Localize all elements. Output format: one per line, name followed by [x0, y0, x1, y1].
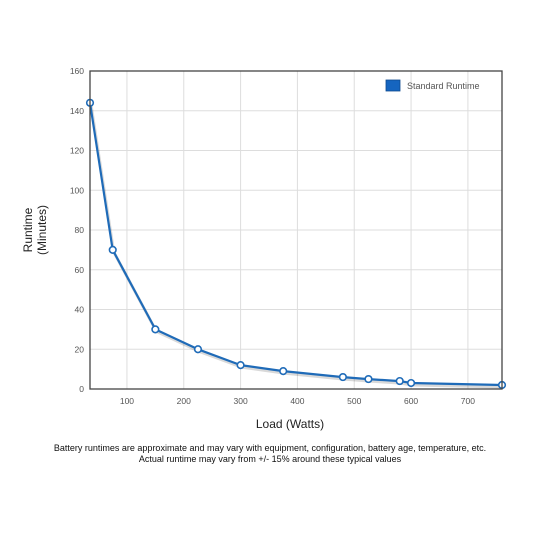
x-tick-label: 200: [177, 396, 191, 406]
y-axis-title: Runtime (Minutes): [21, 205, 49, 255]
data-point: [279, 367, 288, 376]
footnote: Battery runtimes are approximate and may…: [0, 443, 540, 465]
y-tick-label: 160: [70, 66, 84, 76]
data-point: [406, 378, 416, 388]
x-tick-label: 500: [347, 396, 361, 406]
y-tick-label: 60: [75, 265, 85, 275]
y-tick-label: 0: [79, 384, 84, 394]
legend-label: Standard Runtime: [407, 81, 480, 91]
x-axis-ticks: 100 200 300 400 500 600 700: [120, 396, 475, 406]
legend: Standard Runtime: [385, 79, 480, 92]
data-point: [151, 325, 160, 334]
data-point: [193, 345, 203, 354]
y-tick-label: 80: [75, 225, 85, 235]
y-tick-label: 120: [70, 146, 84, 156]
data-point: [236, 361, 245, 370]
x-axis-title: Load (Watts): [256, 417, 324, 431]
plot-frame: [89, 70, 503, 390]
series-layer: [85, 98, 507, 390]
data-point: [108, 245, 117, 254]
y-tick-label: 40: [75, 305, 85, 315]
footnote-line-1: Battery runtimes are approximate and may…: [53, 443, 487, 453]
legend-swatch: [385, 79, 401, 92]
y-tick-label: 100: [70, 185, 84, 195]
x-tick-label: 700: [461, 396, 475, 406]
data-point: [364, 374, 373, 384]
x-tick-label: 600: [404, 396, 418, 406]
runtime-chart: 0 20 40 60 80 100 120 140 160 100 200 300 400 500 600…: [21, 66, 507, 431]
data-point: [338, 372, 347, 382]
x-tick-label: 400: [290, 396, 304, 406]
series-line: [88, 102, 503, 387]
y-axis-title-line1: Runtime: [21, 207, 35, 252]
x-tick-label: 300: [233, 396, 247, 406]
y-axis-ticks: 0 20 40 60 80 100 120 140 160: [70, 66, 84, 394]
data-point: [395, 376, 404, 386]
x-tick-label: 100: [120, 396, 134, 406]
y-axis-title-line2: (Minutes): [35, 205, 49, 255]
y-tick-label: 20: [75, 344, 85, 354]
y-tick-label: 140: [70, 106, 84, 116]
footnote-line-2: Actual runtime may vary from +/- 15% aro…: [138, 454, 402, 464]
chart-grid: [90, 71, 502, 389]
